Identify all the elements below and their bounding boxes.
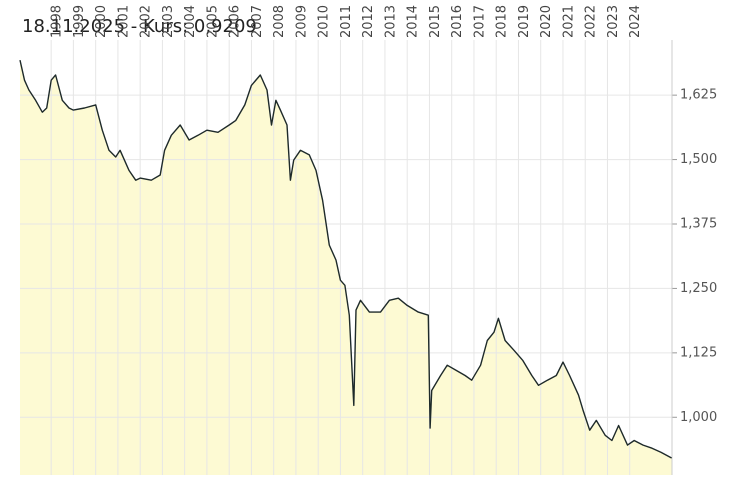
x-tick-label: 2023 bbox=[606, 5, 621, 38]
y-tick-label: 1,000 bbox=[680, 410, 717, 425]
x-tick-label: 2019 bbox=[517, 5, 532, 38]
x-tick-label: 2006 bbox=[228, 5, 243, 38]
x-tick-label: 2003 bbox=[161, 5, 176, 38]
x-tick-label: 2010 bbox=[317, 5, 332, 38]
x-tick-label: 2015 bbox=[428, 5, 443, 38]
x-tick-label: 2022 bbox=[584, 5, 599, 38]
x-tick-label: 2012 bbox=[361, 5, 376, 38]
y-tick-label: 1,250 bbox=[680, 281, 717, 296]
x-tick-label: 2013 bbox=[383, 5, 398, 38]
x-tick-label: 2004 bbox=[183, 5, 198, 38]
x-tick-label: 2007 bbox=[250, 5, 265, 38]
y-tick-label: 1,500 bbox=[680, 152, 717, 167]
x-tick-label: 2005 bbox=[205, 5, 220, 38]
y-tick-label: 1,125 bbox=[680, 345, 717, 360]
header: 18.11.2025 - Kurs: 0,9209 bbox=[22, 16, 257, 37]
x-tick-label: 2011 bbox=[339, 5, 354, 38]
x-tick-label: 2000 bbox=[94, 5, 109, 38]
price-line bbox=[19, 59, 672, 459]
x-tick-label: 2018 bbox=[495, 5, 510, 38]
x-tick-label: 2002 bbox=[139, 5, 154, 38]
x-tick-label: 2014 bbox=[406, 5, 421, 38]
x-tick-label: 2008 bbox=[272, 5, 287, 38]
x-tick-label: 2017 bbox=[472, 5, 487, 38]
x-tick-label: 2001 bbox=[116, 5, 131, 38]
x-tick-label: 2009 bbox=[294, 5, 309, 38]
x-tick-label: 2020 bbox=[539, 5, 554, 38]
x-tick-label: 2024 bbox=[628, 5, 643, 38]
x-tick-label: 1999 bbox=[72, 5, 87, 38]
x-tick-label: 1998 bbox=[50, 5, 65, 38]
x-tick-label: 2016 bbox=[450, 5, 465, 38]
y-tick-label: 1,625 bbox=[680, 88, 717, 103]
y-tick-label: 1,375 bbox=[680, 216, 717, 231]
area bbox=[20, 60, 672, 475]
x-tick-label: 2021 bbox=[561, 5, 576, 38]
